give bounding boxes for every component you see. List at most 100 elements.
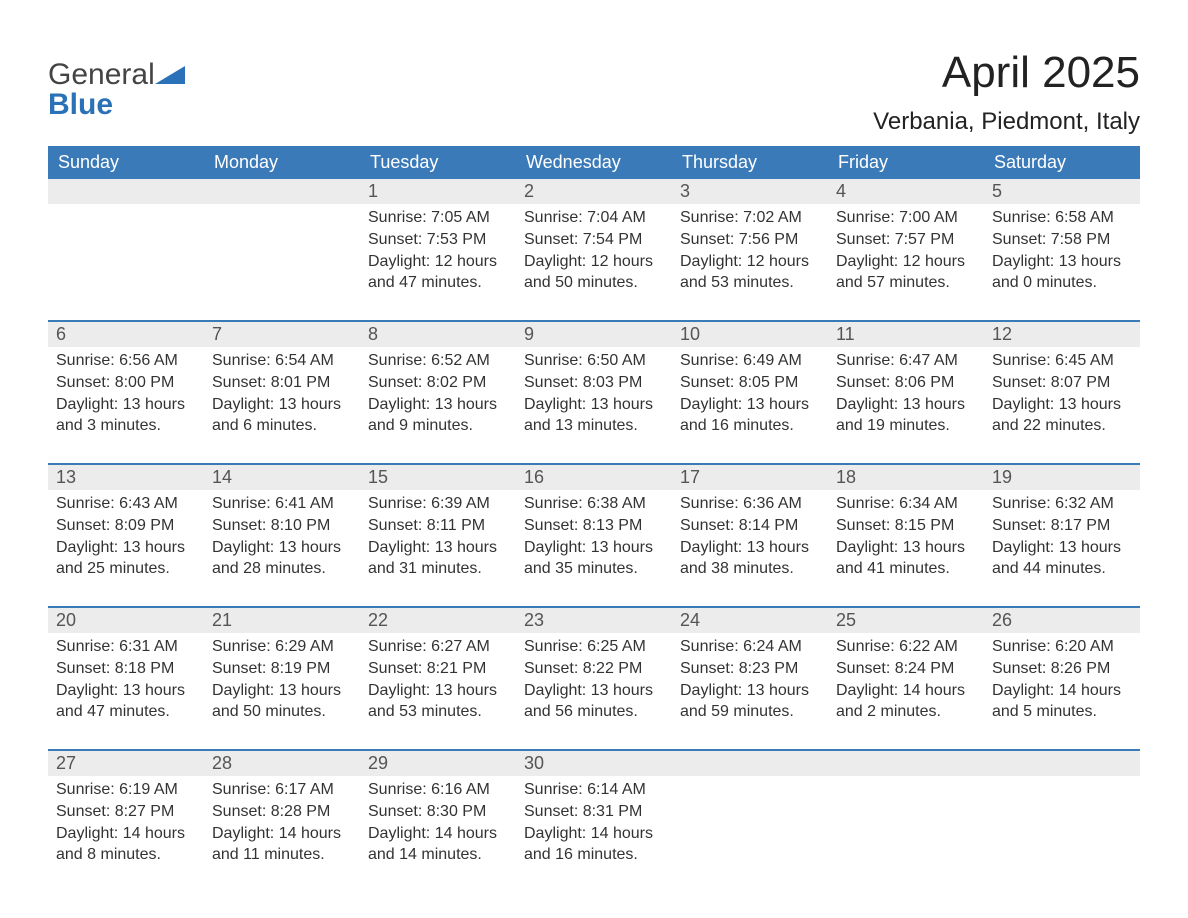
calendar-cell: 23Sunrise: 6:25 AMSunset: 8:22 PMDayligh… [516,608,672,750]
day-number: 24 [672,608,828,633]
day-details: Sunrise: 6:50 AMSunset: 8:03 PMDaylight:… [516,347,672,446]
calendar-cell: 6Sunrise: 6:56 AMSunset: 8:00 PMDaylight… [48,322,204,464]
sunrise-line: Sunrise: 7:02 AM [680,208,820,229]
calendar-cell: 29Sunrise: 6:16 AMSunset: 8:30 PMDayligh… [360,751,516,893]
day-details: Sunrise: 6:14 AMSunset: 8:31 PMDaylight:… [516,776,672,875]
daylight-line-2: and 35 minutes. [524,559,664,580]
empty-day [204,179,360,204]
day-number: 16 [516,465,672,490]
daylight-line-1: Daylight: 13 hours [56,395,196,416]
daylight-line-1: Daylight: 12 hours [836,252,976,273]
daylight-line-1: Daylight: 13 hours [992,538,1132,559]
day-details: Sunrise: 6:16 AMSunset: 8:30 PMDaylight:… [360,776,516,875]
calendar-cell: 20Sunrise: 6:31 AMSunset: 8:18 PMDayligh… [48,608,204,750]
daylight-line-1: Daylight: 13 hours [836,538,976,559]
daylight-line-2: and 47 minutes. [56,702,196,723]
day-header: Monday [204,146,360,179]
daylight-line-1: Daylight: 12 hours [524,252,664,273]
day-details: Sunrise: 6:17 AMSunset: 8:28 PMDaylight:… [204,776,360,875]
sunset-line: Sunset: 8:15 PM [836,516,976,537]
daylight-line-1: Daylight: 13 hours [368,395,508,416]
calendar-cell [48,179,204,321]
daylight-line-2: and 16 minutes. [524,845,664,866]
day-details: Sunrise: 6:39 AMSunset: 8:11 PMDaylight:… [360,490,516,589]
day-details: Sunrise: 6:56 AMSunset: 8:00 PMDaylight:… [48,347,204,446]
calendar-cell: 27Sunrise: 6:19 AMSunset: 8:27 PMDayligh… [48,751,204,893]
sunrise-line: Sunrise: 6:16 AM [368,780,508,801]
logo: General Blue [48,48,185,120]
calendar-cell: 21Sunrise: 6:29 AMSunset: 8:19 PMDayligh… [204,608,360,750]
calendar-cell: 16Sunrise: 6:38 AMSunset: 8:13 PMDayligh… [516,465,672,607]
day-details: Sunrise: 6:31 AMSunset: 8:18 PMDaylight:… [48,633,204,732]
sunset-line: Sunset: 8:01 PM [212,373,352,394]
day-number: 11 [828,322,984,347]
sunset-line: Sunset: 8:13 PM [524,516,664,537]
day-number: 28 [204,751,360,776]
sunrise-line: Sunrise: 7:00 AM [836,208,976,229]
daylight-line-2: and 6 minutes. [212,416,352,437]
daylight-line-2: and 5 minutes. [992,702,1132,723]
logo-text-a: General [48,58,155,91]
day-number: 27 [48,751,204,776]
day-number: 20 [48,608,204,633]
daylight-line-1: Daylight: 12 hours [680,252,820,273]
daylight-line-1: Daylight: 13 hours [368,681,508,702]
calendar-cell: 9Sunrise: 6:50 AMSunset: 8:03 PMDaylight… [516,322,672,464]
sunset-line: Sunset: 8:17 PM [992,516,1132,537]
sunset-line: Sunset: 8:31 PM [524,802,664,823]
sunset-line: Sunset: 7:54 PM [524,230,664,251]
sunset-line: Sunset: 8:24 PM [836,659,976,680]
calendar-week: 1Sunrise: 7:05 AMSunset: 7:53 PMDaylight… [48,179,1140,321]
day-number: 14 [204,465,360,490]
day-number: 6 [48,322,204,347]
location-label: Verbania, Piedmont, Italy [873,108,1140,136]
calendar-week: 13Sunrise: 6:43 AMSunset: 8:09 PMDayligh… [48,465,1140,607]
sunset-line: Sunset: 7:58 PM [992,230,1132,251]
daylight-line-2: and 0 minutes. [992,273,1132,294]
daylight-line-1: Daylight: 13 hours [992,252,1132,273]
sunrise-line: Sunrise: 6:41 AM [212,494,352,515]
day-details: Sunrise: 6:49 AMSunset: 8:05 PMDaylight:… [672,347,828,446]
sunset-line: Sunset: 8:22 PM [524,659,664,680]
day-number: 1 [360,179,516,204]
daylight-line-2: and 41 minutes. [836,559,976,580]
day-details: Sunrise: 6:43 AMSunset: 8:09 PMDaylight:… [48,490,204,589]
day-details: Sunrise: 6:38 AMSunset: 8:13 PMDaylight:… [516,490,672,589]
calendar-cell [828,751,984,893]
daylight-line-2: and 57 minutes. [836,273,976,294]
logo-triangle-icon [155,62,185,84]
day-number: 22 [360,608,516,633]
calendar-cell: 30Sunrise: 6:14 AMSunset: 8:31 PMDayligh… [516,751,672,893]
sunset-line: Sunset: 8:00 PM [56,373,196,394]
day-details: Sunrise: 6:45 AMSunset: 8:07 PMDaylight:… [984,347,1140,446]
daylight-line-2: and 28 minutes. [212,559,352,580]
daylight-line-1: Daylight: 13 hours [212,681,352,702]
sunset-line: Sunset: 7:53 PM [368,230,508,251]
sunrise-line: Sunrise: 6:25 AM [524,637,664,658]
day-number: 8 [360,322,516,347]
daylight-line-2: and 31 minutes. [368,559,508,580]
calendar-week: 6Sunrise: 6:56 AMSunset: 8:00 PMDaylight… [48,322,1140,464]
sunrise-line: Sunrise: 6:24 AM [680,637,820,658]
day-number: 25 [828,608,984,633]
daylight-line-2: and 38 minutes. [680,559,820,580]
sunset-line: Sunset: 8:30 PM [368,802,508,823]
sunrise-line: Sunrise: 6:31 AM [56,637,196,658]
day-details: Sunrise: 6:25 AMSunset: 8:22 PMDaylight:… [516,633,672,732]
daylight-line-2: and 19 minutes. [836,416,976,437]
daylight-line-1: Daylight: 14 hours [836,681,976,702]
day-details: Sunrise: 7:02 AMSunset: 7:56 PMDaylight:… [672,204,828,303]
sunrise-line: Sunrise: 6:47 AM [836,351,976,372]
empty-day [672,751,828,776]
sunset-line: Sunset: 7:57 PM [836,230,976,251]
daylight-line-2: and 50 minutes. [524,273,664,294]
empty-day [828,751,984,776]
day-number: 3 [672,179,828,204]
day-number: 4 [828,179,984,204]
day-number: 29 [360,751,516,776]
daylight-line-2: and 13 minutes. [524,416,664,437]
daylight-line-2: and 22 minutes. [992,416,1132,437]
day-details: Sunrise: 6:58 AMSunset: 7:58 PMDaylight:… [984,204,1140,303]
daylight-line-2: and 53 minutes. [680,273,820,294]
sunrise-line: Sunrise: 6:58 AM [992,208,1132,229]
